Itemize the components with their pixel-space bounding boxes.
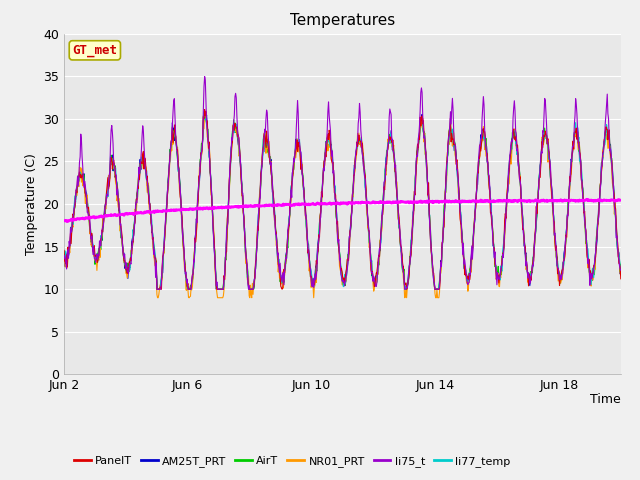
- Title: Temperatures: Temperatures: [290, 13, 395, 28]
- Y-axis label: Temperature (C): Temperature (C): [25, 153, 38, 255]
- Text: Time: Time: [590, 393, 621, 406]
- Text: GT_met: GT_met: [72, 44, 117, 57]
